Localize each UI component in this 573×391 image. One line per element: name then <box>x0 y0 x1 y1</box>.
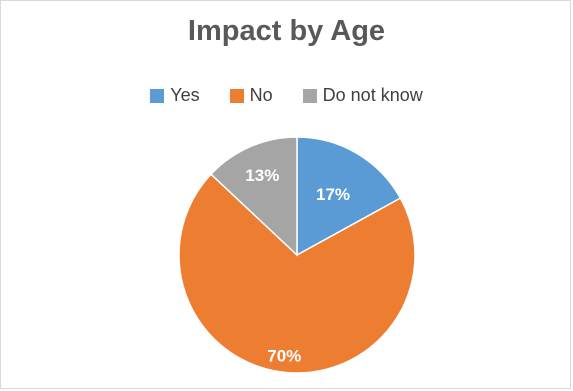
legend-swatch-do-not-know <box>302 88 317 103</box>
pie-slice-do-not-know <box>209 136 298 257</box>
legend: Yes No Do not know <box>1 85 570 106</box>
data-label-do-not-know: 13% <box>245 166 279 185</box>
legend-item-yes: Yes <box>150 85 200 106</box>
legend-item-do-not-know: Do not know <box>302 85 423 106</box>
data-label-no: 70% <box>267 347 301 366</box>
pie-slice-no <box>178 173 416 374</box>
legend-item-no: No <box>229 85 273 106</box>
legend-label-no: No <box>249 85 273 105</box>
legend-label-do-not-know: Do not know <box>322 85 423 105</box>
chart-title: Impact by Age <box>187 15 386 47</box>
legend-swatch-yes <box>150 88 165 103</box>
legend-label-yes: Yes <box>170 85 200 105</box>
data-label-yes: 17% <box>316 185 350 204</box>
legend-swatch-no <box>229 88 244 103</box>
pie-slice-yes <box>296 136 402 257</box>
